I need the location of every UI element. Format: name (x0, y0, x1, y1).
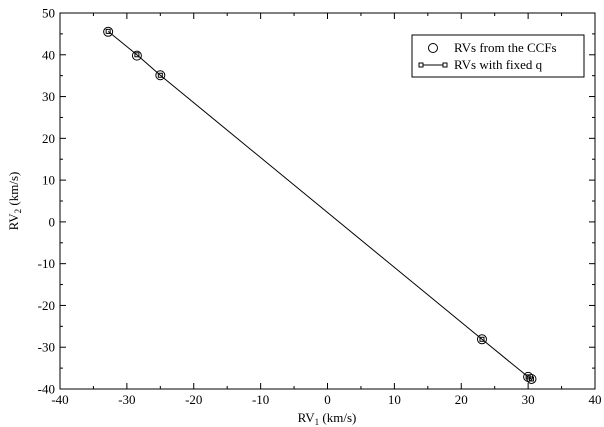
y-tick-label: 40 (42, 47, 55, 62)
x-tick-label: -30 (118, 392, 135, 407)
x-axis-label: RV1 (km/s) (298, 410, 357, 427)
y-axis-label-unit: (km/s) (6, 172, 21, 209)
y-tick-label: 20 (42, 131, 55, 146)
legend-label-ccf: RVs from the CCFs (454, 40, 557, 55)
point-ccf (476, 334, 487, 345)
point-ccf (155, 70, 166, 81)
legend-circle-marker (428, 43, 438, 53)
x-axis-label-main: RV (298, 410, 316, 425)
legend-square-right (442, 62, 448, 68)
point-fixed-q (105, 28, 111, 34)
point-ccf (131, 50, 142, 61)
y-tick-label: -10 (38, 256, 55, 271)
x-tick-label: 10 (388, 392, 401, 407)
point-ccf (526, 373, 537, 384)
x-tick-label: 0 (324, 392, 331, 407)
x-axis-label-unit: (km/s) (319, 410, 356, 425)
x-tick-label: -40 (51, 392, 68, 407)
point-fixed-q (134, 52, 140, 58)
tick-marks (59, 12, 596, 390)
legend-square-left (418, 62, 424, 68)
point-ccf (103, 26, 114, 37)
y-axis-label: RV2 (km/s) (6, 172, 23, 231)
legend-label-fixed-q: RVs with fixed q (454, 57, 543, 72)
y-axis-label-main: RV (6, 213, 21, 231)
x-tick-label: -10 (252, 392, 269, 407)
point-fixed-q (157, 72, 163, 78)
y-axis-label-sub: 2 (13, 209, 23, 214)
point-fixed-q (528, 376, 534, 382)
point-fixed-q (479, 336, 485, 342)
series-layer (103, 26, 537, 384)
series-line-fixed-q (107, 30, 532, 380)
tick-labels: -40 -30 -20 -10 0 10 20 30 40 -40 -30 -20 -10 0 10 20 30… (38, 6, 602, 408)
x-tick-label: -20 (185, 392, 202, 407)
x-axis-label-sub: 1 (315, 417, 320, 427)
y-tick-label: -20 (38, 298, 55, 313)
y-tick-label: -40 (38, 382, 55, 397)
x-tick-label: 30 (522, 392, 535, 407)
y-tick-label: 50 (42, 6, 55, 21)
x-tick-label: 40 (589, 392, 602, 407)
y-tick-label: 30 (42, 89, 55, 104)
x-tick-label: 20 (455, 392, 468, 407)
legend-box (411, 34, 585, 78)
y-tick-label: 10 (42, 173, 55, 188)
point-ccf (523, 371, 534, 382)
legend: RVs from the CCFs RVs with fixed q (411, 34, 585, 78)
y-tick-label: 0 (49, 214, 56, 229)
y-tick-label: -30 (38, 340, 55, 355)
